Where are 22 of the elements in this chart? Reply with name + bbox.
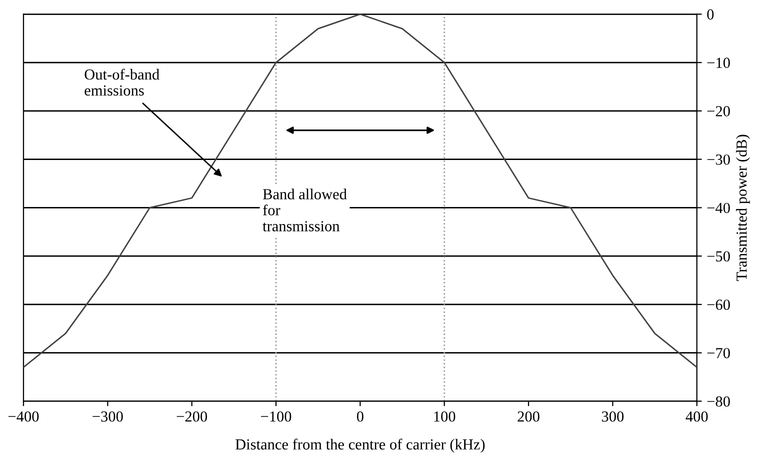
y-tick-label: −50 (707, 251, 730, 262)
y-axis-title: Transmitted power (dB) (736, 134, 750, 281)
y-tick-label: −80 (707, 396, 730, 407)
y-tick-label: −10 (707, 58, 730, 68)
y-tick-label: −30 (707, 154, 730, 165)
x-tick-label: 200 (518, 411, 540, 422)
annotation: Band allowed for transmission (262, 188, 347, 232)
x-tick-label: 400 (686, 411, 708, 422)
y-tick-label: −20 (707, 106, 730, 116)
x-tick-label: −100 (261, 411, 292, 422)
x-tick-label: −300 (92, 411, 123, 422)
y-tick-label: −40 (707, 202, 730, 214)
annotation: Out-of-band emissions (84, 68, 160, 96)
x-tick-label: −400 (8, 411, 39, 422)
x-tick-label: 0 (356, 411, 364, 422)
x-axis-title: Distance from the centre of carrier (kHz) (235, 438, 485, 453)
y-tick-label: −60 (707, 300, 730, 310)
x-tick-label: 300 (602, 411, 624, 422)
x-tick-label: 100 (434, 411, 456, 422)
x-tick-label: −200 (176, 411, 208, 422)
y-tick-label: −70 (707, 348, 730, 358)
y-tick-label: 0 (707, 9, 714, 20)
